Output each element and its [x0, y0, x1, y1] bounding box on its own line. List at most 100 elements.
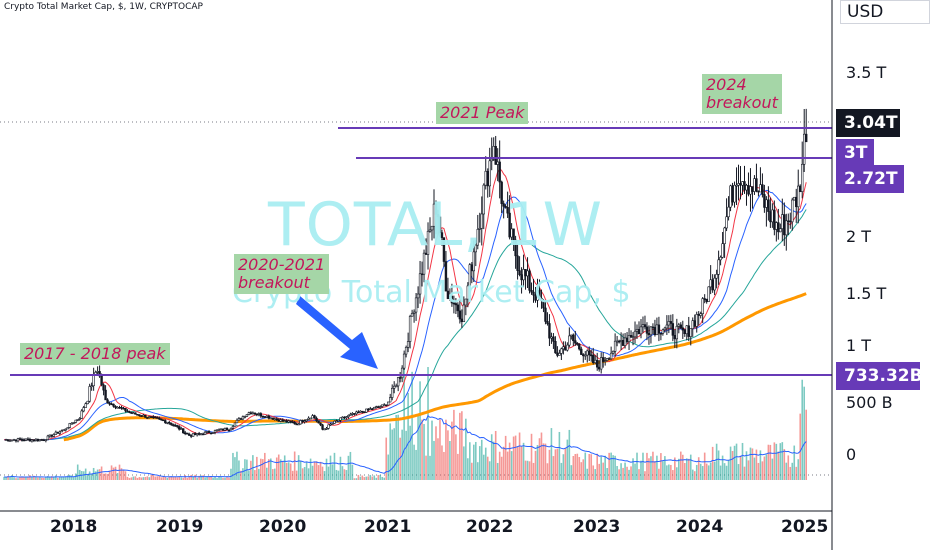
- volume-bar: [130, 477, 133, 480]
- volume-bar: [518, 432, 521, 480]
- candle-body: [176, 425, 179, 427]
- volume-bar: [244, 459, 246, 480]
- candle-body: [657, 324, 661, 334]
- volume-bar: [799, 413, 802, 480]
- volume-bar: [315, 461, 318, 480]
- volume-bar: [664, 456, 666, 480]
- candle-body: [80, 410, 83, 419]
- candle-body: [347, 415, 350, 417]
- candle-body: [677, 324, 681, 327]
- volume-bar: [160, 477, 163, 480]
- volume-bar: [731, 450, 734, 480]
- volume-bar: [96, 469, 99, 480]
- candle-body: [597, 366, 601, 370]
- candle-body: [739, 183, 742, 186]
- candle-body: [132, 412, 135, 415]
- currency-button[interactable]: USD: [840, 0, 930, 24]
- volume-bar: [178, 476, 181, 480]
- volume-bar: [399, 437, 401, 480]
- volume-bar: [598, 463, 600, 480]
- candle-body: [150, 416, 153, 418]
- volume-bar: [389, 423, 392, 480]
- candle-body: [56, 431, 60, 434]
- candle-body: [753, 178, 756, 192]
- candle-body: [731, 185, 734, 203]
- candle-body: [387, 401, 390, 406]
- candle-body: [343, 416, 346, 419]
- candle-body: [345, 416, 348, 418]
- volume-bar: [70, 475, 73, 480]
- candle-body: [180, 428, 183, 430]
- candle-body: [596, 359, 599, 368]
- volume-bar: [345, 470, 348, 480]
- volume-bar: [624, 462, 626, 480]
- annotation-2021-peak: 2021 Peak: [436, 102, 529, 124]
- candle-body: [462, 304, 466, 323]
- candle-body: [36, 438, 40, 442]
- volume-bar: [62, 476, 65, 480]
- candle-body: [777, 222, 780, 233]
- candle-body: [783, 214, 786, 236]
- price-label-3t: 3T: [836, 139, 874, 167]
- candle-body: [679, 324, 683, 329]
- candle-body: [156, 417, 159, 419]
- candle-body: [402, 353, 406, 369]
- volume-bar: [108, 470, 111, 480]
- volume-bar: [498, 451, 501, 480]
- volume-bar: [785, 462, 788, 480]
- volume-bar: [775, 443, 778, 480]
- volume-bar: [281, 461, 284, 480]
- volume-bar: [652, 451, 654, 480]
- volume-bar: [144, 476, 147, 480]
- x-tick-label: 2021: [364, 517, 412, 537]
- candle-body: [261, 415, 265, 418]
- candle-body: [96, 371, 99, 373]
- volume-bar: [526, 460, 529, 480]
- volume-bar: [638, 469, 640, 480]
- candle-body: [578, 344, 581, 350]
- volume-bar: [142, 477, 145, 480]
- volume-bar: [158, 475, 161, 480]
- volume-bar: [680, 451, 682, 480]
- candle-body: [215, 429, 219, 432]
- candle-body: [197, 433, 201, 435]
- x-tick-label: 2020: [259, 517, 307, 537]
- candle-body: [496, 161, 499, 165]
- candle-body: [335, 420, 338, 423]
- candle-body: [195, 433, 199, 436]
- candle-body: [663, 327, 667, 331]
- volume-bar: [737, 464, 740, 480]
- volume-bar: [98, 469, 101, 480]
- volume-bar: [86, 474, 89, 480]
- volume-bar: [618, 469, 620, 480]
- volume-bar: [367, 476, 370, 480]
- volume-bar: [469, 442, 471, 480]
- volume-bar: [500, 456, 503, 480]
- volume-bar: [208, 476, 210, 480]
- volume-bar: [150, 474, 153, 480]
- volume-bar: [168, 476, 171, 480]
- volume-bar: [584, 452, 587, 480]
- candle-body: [715, 274, 718, 279]
- volume-bar: [271, 469, 274, 480]
- candle-body: [88, 386, 91, 402]
- volume-bar: [411, 371, 413, 480]
- volume-bar: [678, 458, 680, 480]
- volume-bar: [666, 465, 668, 480]
- candle-body: [408, 315, 412, 342]
- candle-body: [8, 440, 12, 442]
- volume-bar: [636, 452, 638, 480]
- volume-bar: [781, 442, 784, 480]
- candle-body: [574, 340, 577, 344]
- volume-bar: [379, 474, 382, 480]
- candle-body: [454, 303, 458, 306]
- candle-body: [474, 244, 477, 253]
- candle-body: [92, 374, 95, 387]
- volume-bar: [556, 448, 559, 480]
- candle-body: [797, 185, 800, 208]
- candle-body: [466, 285, 470, 300]
- candle-body: [438, 216, 442, 233]
- candle-body: [30, 439, 34, 442]
- candle-body: [60, 430, 63, 433]
- candle-body: [299, 420, 302, 425]
